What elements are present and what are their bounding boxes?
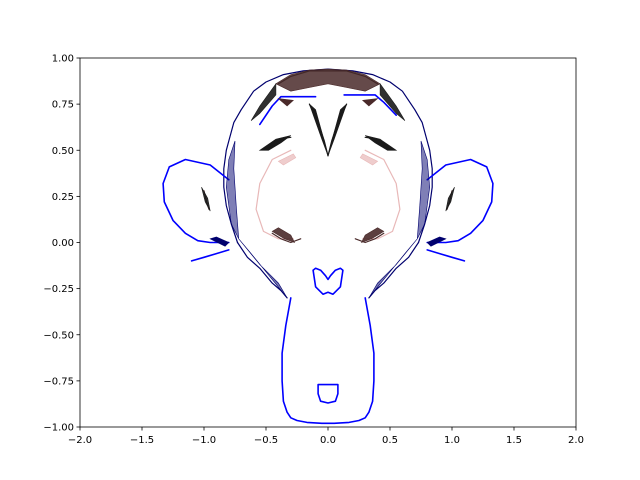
eye-left-dark: [271, 227, 296, 244]
series-line-18: [362, 149, 401, 240]
series-line-7: [162, 158, 230, 244]
nose-v-left: [309, 103, 329, 156]
x-tick-label-6: 1.0: [444, 435, 460, 446]
series-line-20: [354, 232, 385, 244]
neck-left-mesh: [238, 238, 288, 299]
series-line-3: [317, 383, 339, 404]
plot-area: [80, 58, 576, 427]
ear-left-tab: [209, 236, 230, 247]
brow-right: [365, 135, 398, 151]
x-tick-label-3: −0.5: [254, 435, 278, 446]
x-axis: −2.0 −1.5 −1.0 −0.5 0.0 0.5 1.0 1.5 2.0: [68, 427, 584, 446]
ear-right-dark: [445, 187, 455, 212]
series-line-10: [426, 249, 466, 262]
x-tick-label-7: 1.5: [506, 435, 522, 446]
series-line-2: [343, 94, 398, 116]
y-tick-label-3: 0.25: [52, 192, 74, 203]
series-line-1: [258, 95, 317, 126]
y-tick-label-1: 0.75: [52, 100, 74, 111]
series-line-11: [312, 267, 344, 296]
x-tick-label-8: 2.0: [568, 435, 584, 446]
x-tick-label-2: −1.0: [192, 435, 216, 446]
series-line-19: [271, 232, 302, 244]
y-tick-label-7: −0.75: [43, 376, 74, 387]
y-tick-label-0: 1.00: [52, 54, 74, 65]
cheek-left-pink: [277, 153, 297, 166]
x-tick-label-5: 0.5: [382, 435, 398, 446]
y-tick-label-4: 0.00: [52, 238, 74, 249]
series-line-9: [190, 249, 230, 262]
ear-right-tab: [426, 236, 447, 247]
y-tick-label-5: −0.25: [43, 284, 74, 295]
neck-right-mesh: [368, 238, 418, 299]
eye-right-dark: [360, 227, 385, 244]
cheek-right-pink: [359, 153, 379, 166]
y-tick-label-6: −0.50: [43, 330, 74, 341]
y-axis: 1.00 0.75 0.50 0.25 0.00 −0.25 −0.50 −0.75 −1.00: [43, 54, 80, 434]
nose-v-right: [327, 103, 347, 156]
brow-left-upper: [277, 98, 294, 107]
y-tick-label-8: −1.00: [43, 423, 74, 434]
y-tick-label-2: 0.50: [52, 146, 74, 157]
series-line-17: [255, 149, 294, 240]
x-tick-label-0: −2.0: [68, 435, 92, 446]
x-tick-label-4: 0.0: [320, 435, 336, 446]
head-top-dark-right: [379, 82, 406, 121]
cheek-left-mesh: [225, 140, 239, 239]
cheek-right-mesh: [417, 140, 431, 239]
series-line-8: [426, 158, 494, 244]
x-tick-label-1: −1.5: [130, 435, 154, 446]
head-top-dark: [250, 82, 277, 121]
brow-left: [258, 135, 291, 151]
series-line-0: [281, 297, 375, 425]
decor-layer: [201, 68, 455, 299]
brow-right-upper: [362, 98, 379, 107]
ear-left-dark: [201, 187, 211, 212]
